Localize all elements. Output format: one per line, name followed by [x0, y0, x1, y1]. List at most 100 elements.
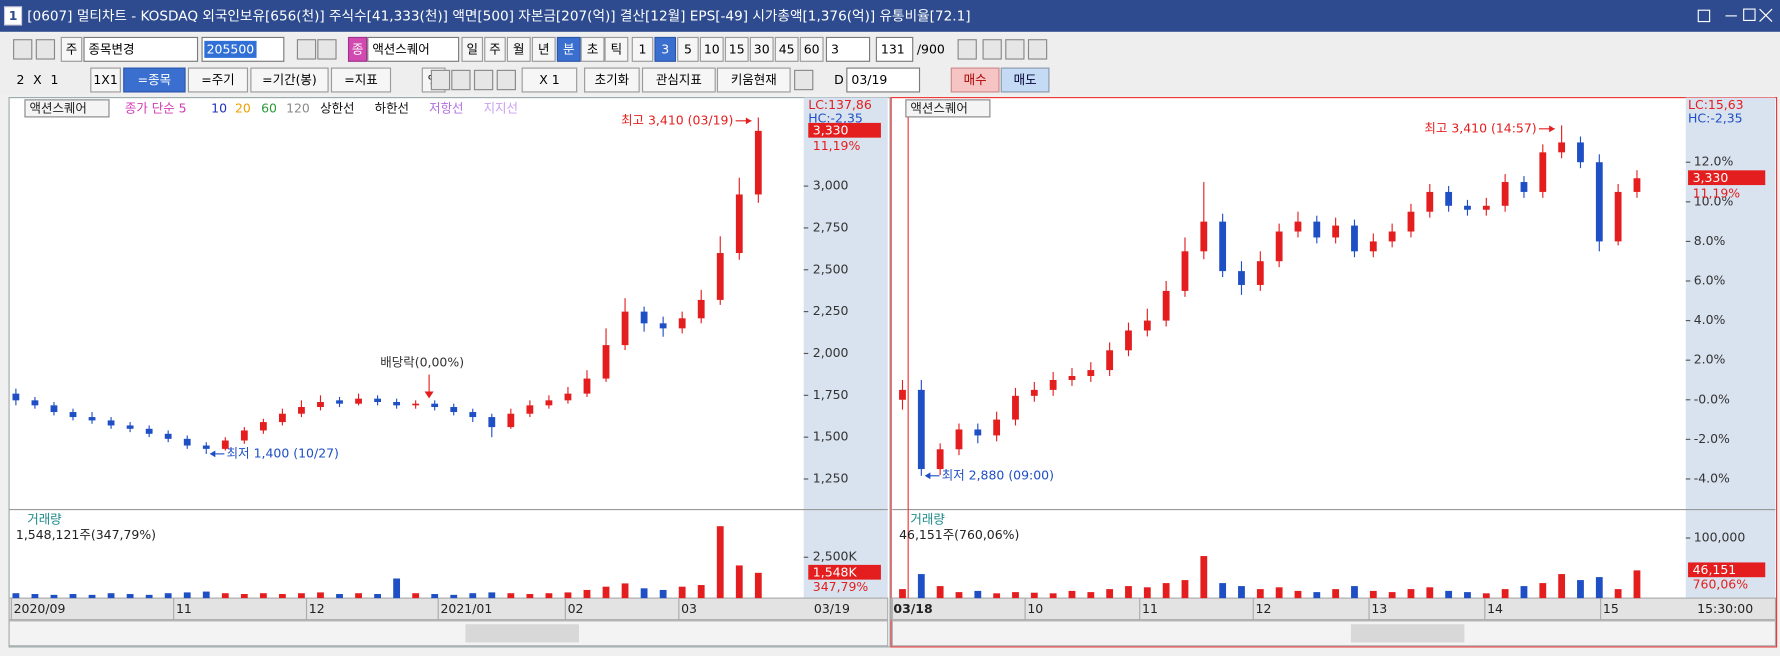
toolbar-label[interactable]: 1X1 — [93, 72, 117, 87]
toolbar-button[interactable] — [604, 36, 629, 62]
toolbar-button[interactable] — [484, 36, 506, 62]
right-scrollbar[interactable] — [891, 620, 1777, 647]
toolbar-label[interactable]: 관심지표 — [656, 72, 702, 87]
toolbar-button[interactable] — [631, 36, 654, 62]
toolbar-button[interactable] — [580, 36, 605, 62]
annotation-arrowhead — [209, 450, 216, 458]
toolbar-label[interactable]: 액션스퀘어 — [372, 41, 429, 56]
toolbar-label[interactable]: X 1 — [539, 72, 559, 87]
toolbar-button[interactable] — [749, 36, 774, 62]
toolbar-button[interactable] — [367, 36, 460, 62]
toolbar-button[interactable] — [716, 67, 791, 93]
toolbar-label[interactable]: =주기 — [201, 72, 234, 87]
toolbar-icon[interactable] — [13, 39, 33, 60]
toolbar-button[interactable] — [330, 67, 392, 93]
right-scroll-thumb[interactable] — [1350, 624, 1465, 643]
toolbar-label[interactable]: 30 — [754, 41, 770, 56]
toolbar-icon[interactable] — [1027, 39, 1048, 60]
toolbar-button[interactable] — [123, 67, 186, 93]
toolbar-label[interactable]: 15 — [729, 41, 745, 56]
toolbar-button[interactable] — [90, 67, 121, 93]
toolbar-label[interactable]: 월 — [513, 41, 524, 56]
toolbar-label[interactable]: 키움현재 — [731, 72, 777, 87]
toolbar-label[interactable]: 1 — [639, 41, 647, 56]
toolbar-icon[interactable] — [451, 69, 471, 91]
toolbar-button[interactable] — [531, 36, 556, 62]
toolbar-label[interactable]: 일 — [467, 41, 478, 56]
legend-entry[interactable]: 종가 단순 5 — [125, 100, 187, 115]
toolbar-icon[interactable] — [496, 69, 516, 91]
left-scroll-thumb[interactable] — [465, 624, 579, 643]
toolbar-button[interactable] — [875, 36, 914, 62]
legend-entry[interactable]: 120 — [286, 100, 310, 115]
legend-entry[interactable]: 60 — [261, 100, 277, 115]
toolbar-button[interactable] — [584, 67, 640, 93]
toolbar-icon[interactable] — [473, 69, 494, 91]
left-scrollbar[interactable] — [8, 620, 889, 647]
toolbar-label[interactable]: 60 — [804, 41, 820, 56]
toolbar-button[interactable] — [60, 36, 83, 62]
x-tick-label: 11 — [1142, 601, 1158, 616]
toolbar-label[interactable]: 종목변경 — [89, 41, 135, 56]
toolbar-label[interactable]: 45 — [779, 41, 795, 56]
legend-entry[interactable]: 상한선 — [320, 100, 354, 115]
toolbar-label[interactable]: 초기화 — [595, 72, 630, 87]
toolbar-label[interactable]: 년 — [538, 41, 549, 56]
toolbar-button[interactable] — [825, 36, 871, 62]
toolbar-button[interactable] — [774, 36, 799, 62]
volume-bar — [1595, 577, 1603, 599]
toolbar-icon[interactable] — [1005, 39, 1025, 60]
y-tick-label: 2,000 — [813, 345, 849, 360]
toolbar-label[interactable]: 매도 — [1014, 72, 1037, 87]
toolbar-label[interactable]: 131 — [881, 41, 905, 56]
toolbar-icon[interactable] — [430, 69, 451, 91]
toolbar-button[interactable] — [1000, 67, 1050, 93]
legend-entry[interactable]: 지지선 — [484, 100, 518, 115]
toolbar-button[interactable] — [724, 36, 749, 62]
legend-entry[interactable]: 10 — [211, 100, 227, 115]
toolbar-button[interactable] — [506, 36, 531, 62]
toolbar-button[interactable] — [654, 36, 677, 62]
toolbar-icon[interactable] — [317, 39, 337, 60]
toolbar-button[interactable] — [799, 36, 824, 62]
toolbar-button[interactable] — [699, 36, 724, 62]
toolbar-icon[interactable] — [296, 39, 317, 60]
toolbar-button[interactable] — [250, 67, 329, 93]
toolbar-label[interactable]: 03/19 — [851, 72, 887, 87]
toolbar-label[interactable]: =기간(봉) — [262, 72, 317, 87]
window-controls[interactable] — [1697, 8, 1773, 23]
toolbar-label[interactable]: 초 — [587, 41, 598, 56]
toolbar-label[interactable]: 분 — [563, 41, 574, 56]
legend-entry[interactable]: 저항선 — [429, 100, 463, 115]
toolbar-icon[interactable] — [794, 69, 814, 91]
candle-body — [507, 413, 515, 428]
toolbar-button[interactable] — [556, 36, 581, 62]
legend-entry[interactable]: 하한선 — [375, 100, 409, 115]
toolbar-icon[interactable] — [35, 39, 56, 60]
toolbar-button[interactable] — [641, 67, 716, 93]
toolbar-button[interactable] — [846, 67, 921, 93]
toolbar-label[interactable]: 매수 — [964, 72, 987, 87]
volume-bar — [1068, 590, 1076, 599]
toolbar-button[interactable] — [461, 36, 484, 62]
toolbar-button[interactable] — [347, 36, 368, 62]
toolbar-label[interactable]: 3 — [831, 41, 839, 56]
toolbar-label[interactable]: 205500 — [207, 41, 255, 56]
toolbar-button[interactable] — [187, 67, 249, 93]
toolbar-button[interactable] — [677, 36, 699, 62]
toolbar-label[interactable]: 틱 — [611, 41, 622, 56]
toolbar-label[interactable]: 5 — [684, 41, 692, 56]
toolbar-label[interactable]: 주 — [66, 41, 77, 56]
toolbar-button[interactable] — [521, 67, 578, 93]
toolbar-label[interactable]: =종목 — [138, 72, 171, 87]
toolbar-label[interactable]: 10 — [704, 41, 720, 56]
toolbar-label[interactable]: 주 — [489, 41, 500, 56]
toolbar-button[interactable] — [83, 36, 199, 62]
legend-entry[interactable]: 20 — [235, 100, 251, 115]
toolbar-label[interactable]: 종 — [352, 41, 363, 56]
toolbar-label[interactable]: 3 — [661, 41, 669, 56]
toolbar-button[interactable] — [950, 67, 1000, 93]
toolbar-label[interactable]: =지표 — [344, 72, 377, 87]
toolbar-icon[interactable] — [982, 39, 1002, 60]
toolbar-icon[interactable] — [957, 39, 977, 60]
